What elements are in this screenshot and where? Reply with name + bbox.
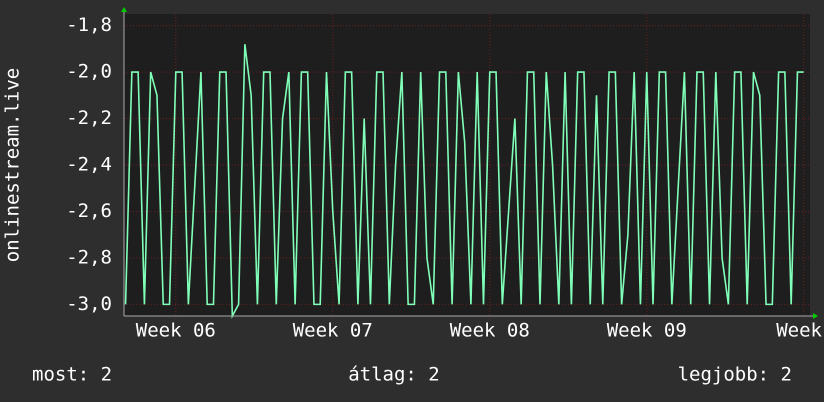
stat-label: legjobb: 2	[678, 364, 792, 386]
y-tick-label: -2,6	[66, 200, 112, 222]
x-tick-label: Week	[776, 320, 822, 342]
y-tick-label: -1,8	[66, 14, 112, 36]
y-tick-label: -2,8	[66, 246, 112, 268]
x-tick-label: Week 06	[136, 320, 216, 342]
x-arrow	[813, 313, 818, 319]
y-tick-label: -2,2	[66, 107, 112, 129]
x-tick-label: Week 08	[450, 320, 530, 342]
y-tick-label: -3,0	[66, 293, 112, 315]
x-tick-label: Week 09	[607, 320, 687, 342]
x-tick-label: Week 07	[293, 320, 373, 342]
series-line	[124, 44, 804, 320]
plot	[124, 44, 804, 320]
y-tick-label: -2,4	[66, 154, 112, 176]
stat-label: most: 2	[32, 364, 112, 386]
stat-label: átlag: 2	[348, 364, 440, 386]
y-arrow	[121, 7, 127, 12]
y-tick-label: -2,0	[66, 61, 112, 83]
y-axis-label: onlinestream.live	[2, 68, 24, 262]
